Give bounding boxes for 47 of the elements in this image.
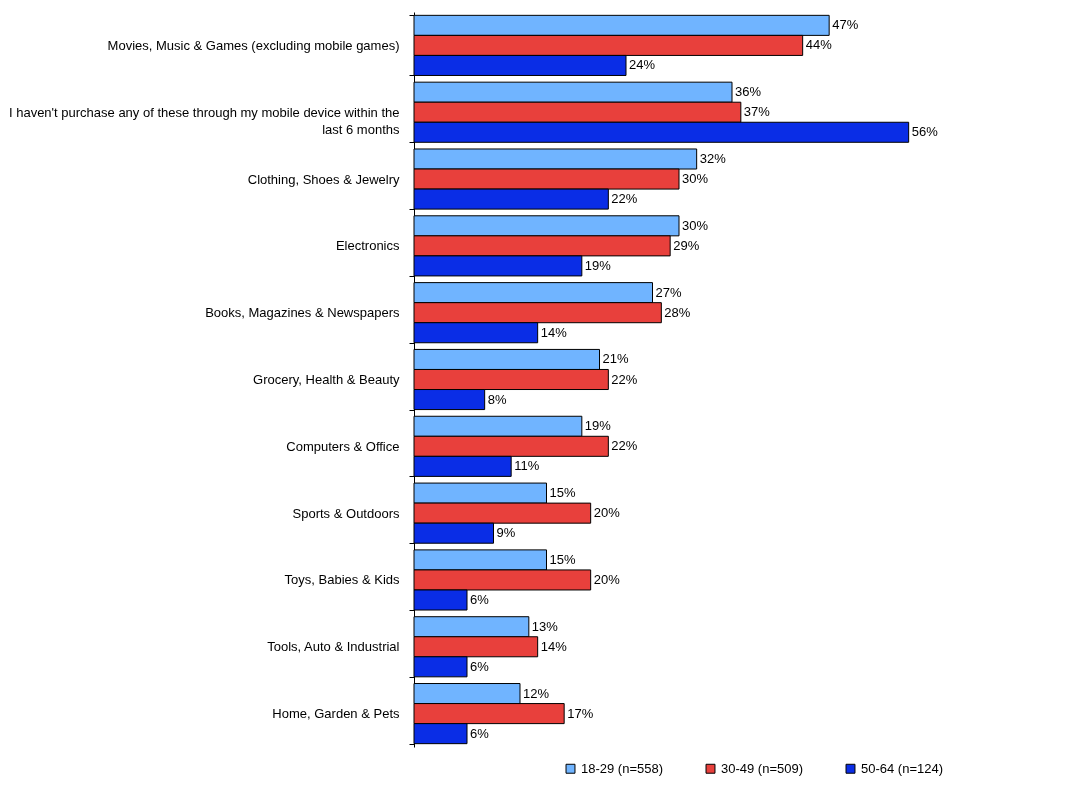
y-tick-label: Clothing, Shoes & Jewelry bbox=[247, 171, 400, 187]
data-label: 44% bbox=[805, 37, 833, 53]
y-tick-label: Books, Magazines & Newspapers bbox=[205, 305, 400, 321]
legend-label: 50-64 (n=124) bbox=[861, 760, 944, 776]
data-label: 6% bbox=[470, 592, 490, 607]
data-label: 30% bbox=[682, 171, 709, 187]
data-label: 6% bbox=[470, 658, 490, 674]
data-label: 12% bbox=[523, 685, 550, 701]
y-tick-label: Computers & Office bbox=[286, 438, 400, 454]
y-tick-label: Tools, Auto & Industrial bbox=[267, 639, 400, 655]
legend-label: 18-29 (n=558) bbox=[581, 760, 664, 776]
data-label: 20% bbox=[593, 571, 621, 587]
y-tick-label: I haven't purchase any of these through my mobile device within the last 6 months bbox=[8, 104, 400, 137]
y-tick-label: Movies, Music & Games (excluding mobile games) bbox=[107, 37, 400, 53]
data-label: 20% bbox=[593, 505, 621, 521]
data-label: 19% bbox=[584, 257, 612, 273]
legend-label: 30-49 (n=509) bbox=[721, 760, 804, 776]
data-label: 17% bbox=[567, 705, 594, 721]
data-label: 29% bbox=[673, 237, 700, 253]
data-label: 14% bbox=[540, 638, 568, 654]
data-label: 27% bbox=[655, 284, 682, 300]
data-label: 15% bbox=[549, 485, 576, 501]
data-label: 47% bbox=[832, 17, 859, 33]
data-label: 9% bbox=[496, 525, 516, 541]
data-label: 32% bbox=[699, 151, 727, 166]
data-label: 37% bbox=[743, 104, 771, 120]
data-label: 21% bbox=[602, 351, 629, 367]
data-label: 22% bbox=[611, 438, 638, 454]
data-label: 36% bbox=[735, 84, 762, 100]
data-label: 28% bbox=[664, 304, 691, 320]
y-tick-label: Grocery, Health & Beauty bbox=[253, 372, 400, 387]
y-tick-label: Toys, Babies & Kids bbox=[284, 572, 400, 588]
data-label: 22% bbox=[611, 191, 638, 207]
data-label: 56% bbox=[911, 124, 939, 140]
y-tick-label: Sports & Outdoors bbox=[292, 505, 400, 521]
data-label: 14% bbox=[540, 324, 568, 340]
data-label: 13% bbox=[531, 618, 559, 634]
data-label: 15% bbox=[549, 551, 576, 567]
data-label: 8% bbox=[487, 391, 507, 407]
y-tick-label: Electronics bbox=[335, 238, 400, 254]
data-label: 19% bbox=[584, 418, 612, 434]
data-label: 6% bbox=[470, 725, 490, 741]
data-label: 24% bbox=[629, 57, 656, 73]
data-label: 30% bbox=[682, 217, 709, 233]
y-tick-label: Home, Garden & Pets bbox=[272, 706, 400, 722]
data-label: 22% bbox=[611, 371, 638, 387]
data-label: 11% bbox=[514, 458, 540, 474]
